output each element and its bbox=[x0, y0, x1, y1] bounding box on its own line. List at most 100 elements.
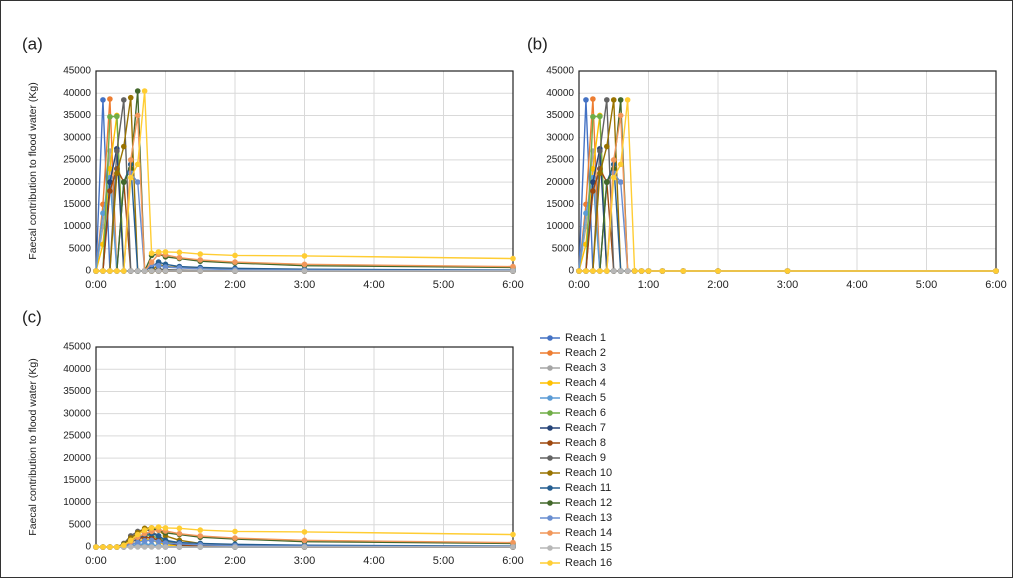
x-tick-label: 5:00 bbox=[433, 279, 454, 291]
data-point bbox=[176, 254, 183, 261]
panel-label: (b) bbox=[527, 34, 548, 53]
data-point bbox=[107, 165, 113, 172]
data-point bbox=[604, 179, 610, 185]
y-tick-label: 30000 bbox=[63, 132, 91, 143]
data-point bbox=[597, 170, 603, 177]
y-tick-label: 0 bbox=[85, 266, 91, 277]
legend-marker bbox=[547, 365, 553, 371]
data-point bbox=[597, 113, 603, 120]
data-point bbox=[134, 544, 141, 550]
data-point bbox=[114, 113, 120, 120]
legend-marker bbox=[547, 380, 553, 386]
data-point bbox=[232, 544, 238, 550]
legend-label: Reach 14 bbox=[565, 527, 612, 539]
y-tick-label: 40000 bbox=[546, 88, 574, 99]
data-point bbox=[134, 531, 141, 538]
legend-label: Reach 1 bbox=[565, 332, 606, 344]
y-tick-label: 40000 bbox=[63, 88, 91, 99]
x-tick-label: 0:00 bbox=[568, 279, 589, 291]
x-tick-label: 2:00 bbox=[224, 555, 245, 567]
legend-marker bbox=[547, 410, 553, 416]
data-point bbox=[617, 179, 624, 185]
legend-label: Reach 8 bbox=[565, 437, 606, 449]
y-tick-label: 5000 bbox=[69, 243, 92, 254]
data-point bbox=[107, 268, 113, 274]
y-tick-label: 5000 bbox=[69, 519, 92, 530]
data-point bbox=[114, 148, 120, 154]
data-point bbox=[510, 263, 516, 270]
y-tick-label: 25000 bbox=[63, 155, 91, 166]
legend-label: Reach 2 bbox=[565, 347, 606, 359]
legend-marker bbox=[547, 485, 553, 491]
legend-marker bbox=[547, 545, 553, 551]
legend-marker bbox=[547, 350, 553, 356]
x-tick-label: 0:00 bbox=[85, 279, 106, 291]
x-tick-label: 1:00 bbox=[155, 555, 176, 567]
data-point bbox=[680, 268, 687, 274]
data-point bbox=[141, 88, 148, 94]
data-point bbox=[176, 268, 183, 274]
data-point bbox=[197, 268, 204, 274]
y-tick-label: 15000 bbox=[63, 199, 91, 210]
data-point bbox=[107, 544, 113, 550]
y-tick-label: 20000 bbox=[63, 453, 91, 464]
data-point bbox=[162, 264, 169, 270]
data-point bbox=[604, 268, 610, 274]
data-point bbox=[107, 179, 113, 185]
data-point bbox=[148, 544, 155, 550]
series-line bbox=[579, 99, 996, 272]
data-point bbox=[148, 268, 155, 274]
data-point bbox=[155, 268, 162, 274]
data-point bbox=[127, 268, 134, 274]
data-point bbox=[604, 143, 610, 150]
x-tick-label: 6:00 bbox=[502, 555, 523, 567]
data-point bbox=[176, 530, 183, 537]
legend-label: Reach 5 bbox=[565, 392, 606, 404]
legend-label: Reach 3 bbox=[565, 362, 606, 374]
data-point bbox=[176, 249, 183, 256]
data-point bbox=[134, 539, 141, 546]
x-tick-label: 4:00 bbox=[363, 279, 384, 291]
data-point bbox=[597, 268, 603, 274]
data-point bbox=[162, 249, 169, 255]
data-point bbox=[121, 268, 127, 274]
data-point bbox=[301, 537, 308, 544]
data-point bbox=[604, 97, 610, 103]
data-point bbox=[114, 268, 120, 274]
data-point bbox=[645, 268, 652, 274]
data-point bbox=[197, 533, 204, 539]
data-point bbox=[610, 268, 617, 274]
legend-marker bbox=[547, 440, 553, 446]
data-point bbox=[148, 525, 155, 531]
y-tick-label: 15000 bbox=[546, 199, 574, 210]
x-tick-label: 6:00 bbox=[985, 279, 1006, 291]
legend-label: Reach 15 bbox=[565, 542, 612, 554]
data-point bbox=[715, 268, 721, 274]
data-point bbox=[176, 525, 183, 532]
data-point bbox=[107, 188, 113, 194]
data-point bbox=[121, 179, 127, 185]
data-point bbox=[590, 179, 596, 185]
legend-label: Reach 10 bbox=[565, 467, 612, 479]
x-tick-label: 4:00 bbox=[846, 279, 867, 291]
data-point bbox=[510, 531, 516, 538]
data-point bbox=[141, 544, 148, 550]
legend-label: Reach 4 bbox=[565, 377, 606, 389]
panel-label: (c) bbox=[22, 307, 42, 326]
legend-marker bbox=[547, 470, 553, 476]
data-point bbox=[148, 537, 155, 544]
y-tick-label: 30000 bbox=[63, 408, 91, 419]
y-tick-label: 40000 bbox=[63, 364, 91, 375]
y-tick-label: 0 bbox=[568, 266, 574, 277]
y-tick-label: 45000 bbox=[63, 66, 91, 77]
data-point bbox=[232, 528, 238, 535]
data-point bbox=[510, 255, 516, 262]
legend-label: Reach 16 bbox=[565, 557, 612, 569]
y-tick-label: 45000 bbox=[63, 342, 91, 353]
data-point bbox=[134, 179, 141, 185]
data-point bbox=[93, 544, 99, 550]
data-point bbox=[155, 544, 162, 550]
data-point bbox=[155, 524, 162, 530]
